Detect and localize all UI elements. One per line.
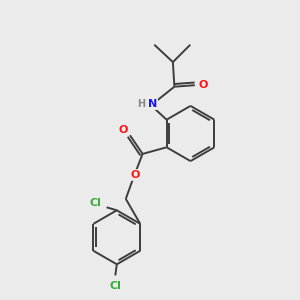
Text: N: N <box>148 99 157 109</box>
Text: O: O <box>199 80 208 90</box>
Text: O: O <box>131 170 140 180</box>
Text: H: H <box>137 99 145 109</box>
Text: O: O <box>119 125 128 135</box>
Text: Cl: Cl <box>110 281 121 291</box>
Text: Cl: Cl <box>89 197 101 208</box>
